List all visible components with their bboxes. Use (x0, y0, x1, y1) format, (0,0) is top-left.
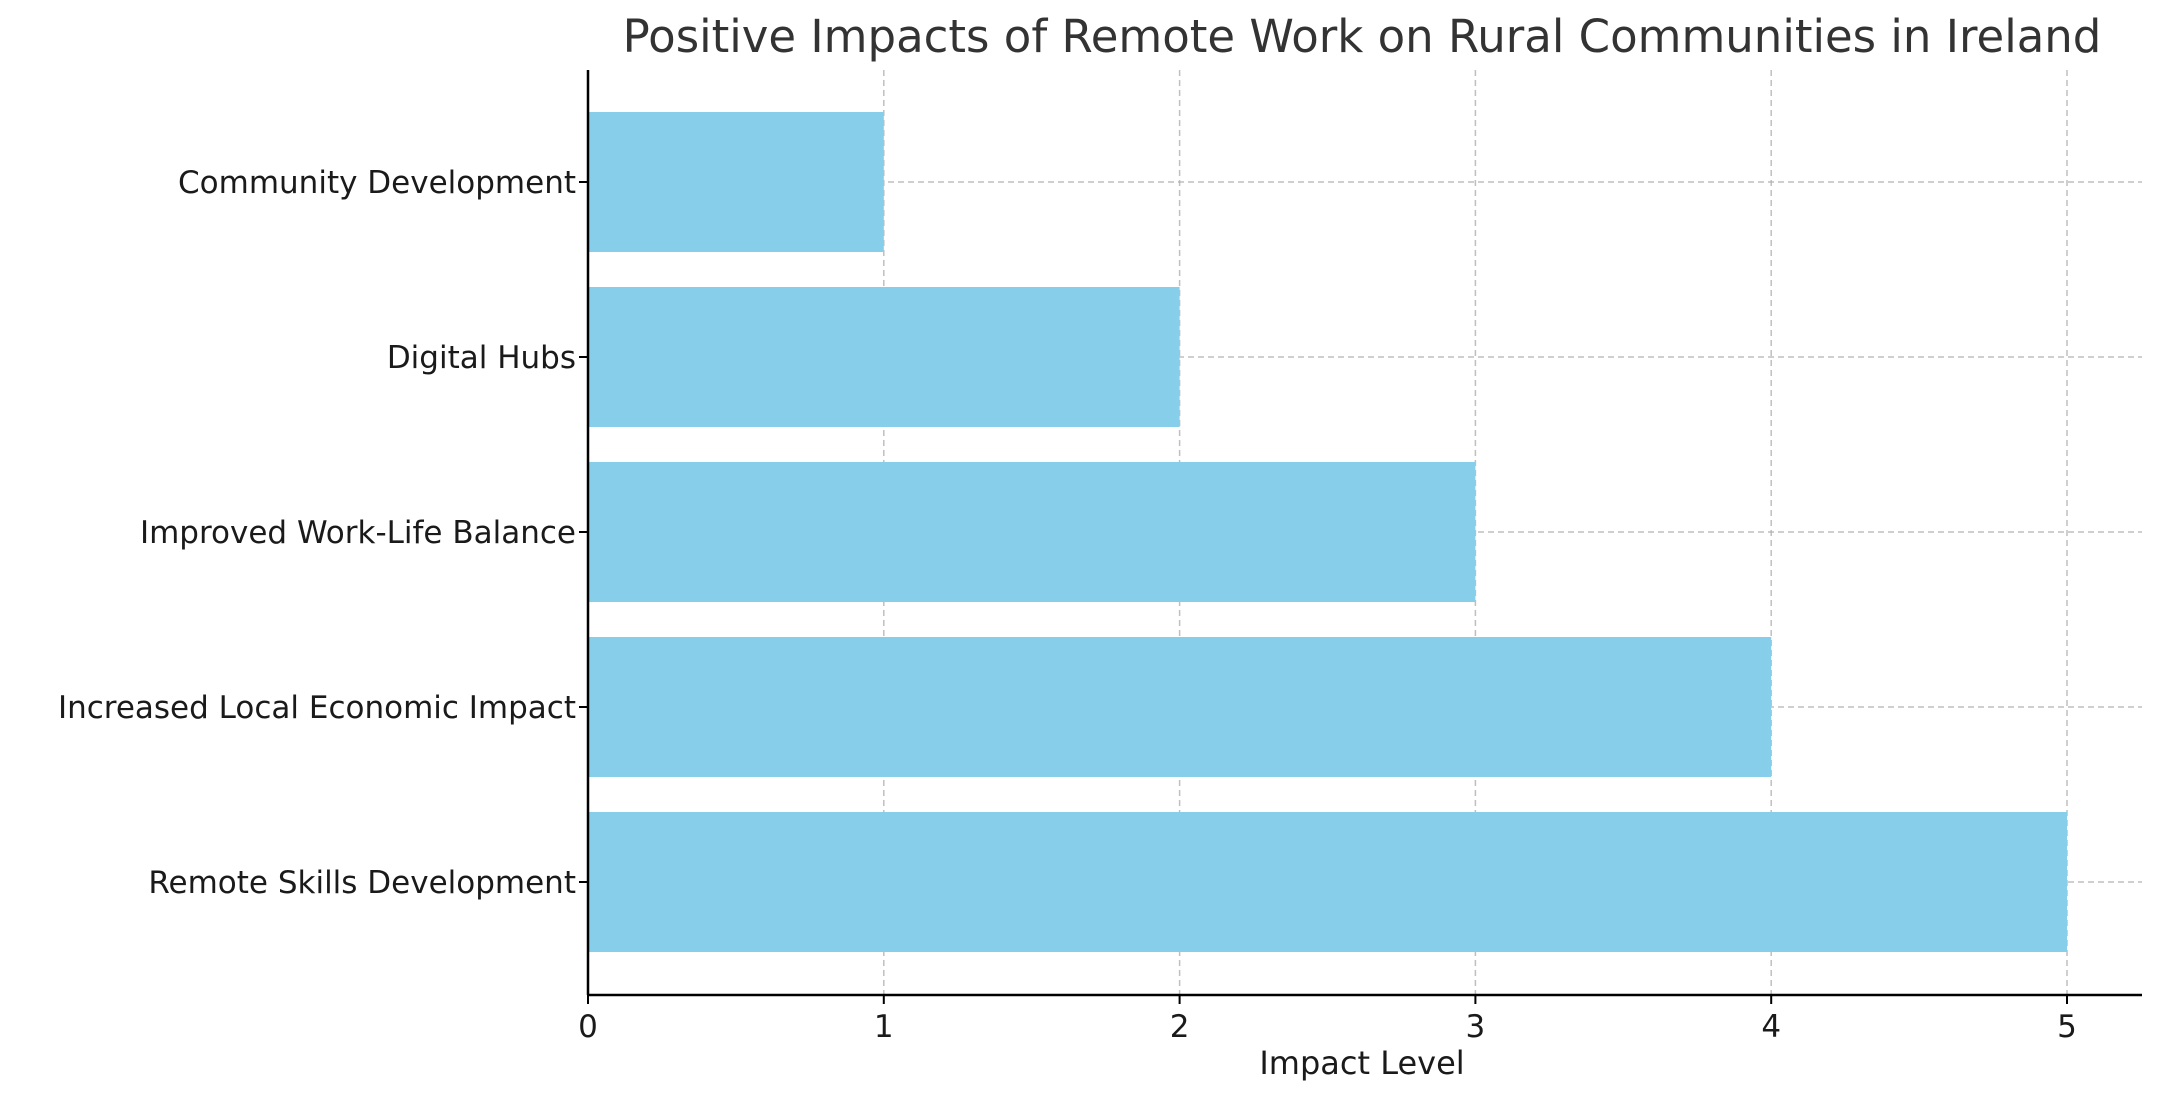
bar (588, 287, 1180, 427)
chart-title: Positive Impacts of Remote Work on Rural… (623, 10, 2102, 63)
bars (588, 112, 2067, 952)
y-tick-label: Community Development (178, 165, 576, 201)
x-tick-label: 4 (1761, 1009, 1781, 1045)
x-tick-label: 0 (578, 1009, 598, 1045)
y-tick-label: Increased Local Economic Impact (58, 690, 576, 726)
tick-labels: 0 1 2 3 4 5 Remote Skills Development Increased… (58, 165, 2077, 1045)
x-axis-label: Impact Level (1259, 1044, 1464, 1082)
x-tick-label: 2 (1170, 1009, 1190, 1045)
bar (588, 812, 2067, 952)
x-tick-label: 5 (2057, 1009, 2077, 1045)
y-tick-label: Digital Hubs (387, 340, 576, 376)
y-tick-label: Remote Skills Development (148, 865, 576, 901)
x-tick-label: 1 (874, 1009, 894, 1045)
x-tick-label: 3 (1466, 1009, 1486, 1045)
bar (588, 637, 1772, 777)
bar (588, 462, 1476, 602)
y-tick-label: Improved Work-Life Balance (140, 515, 576, 551)
axes (579, 70, 2142, 1004)
bar (588, 112, 884, 252)
